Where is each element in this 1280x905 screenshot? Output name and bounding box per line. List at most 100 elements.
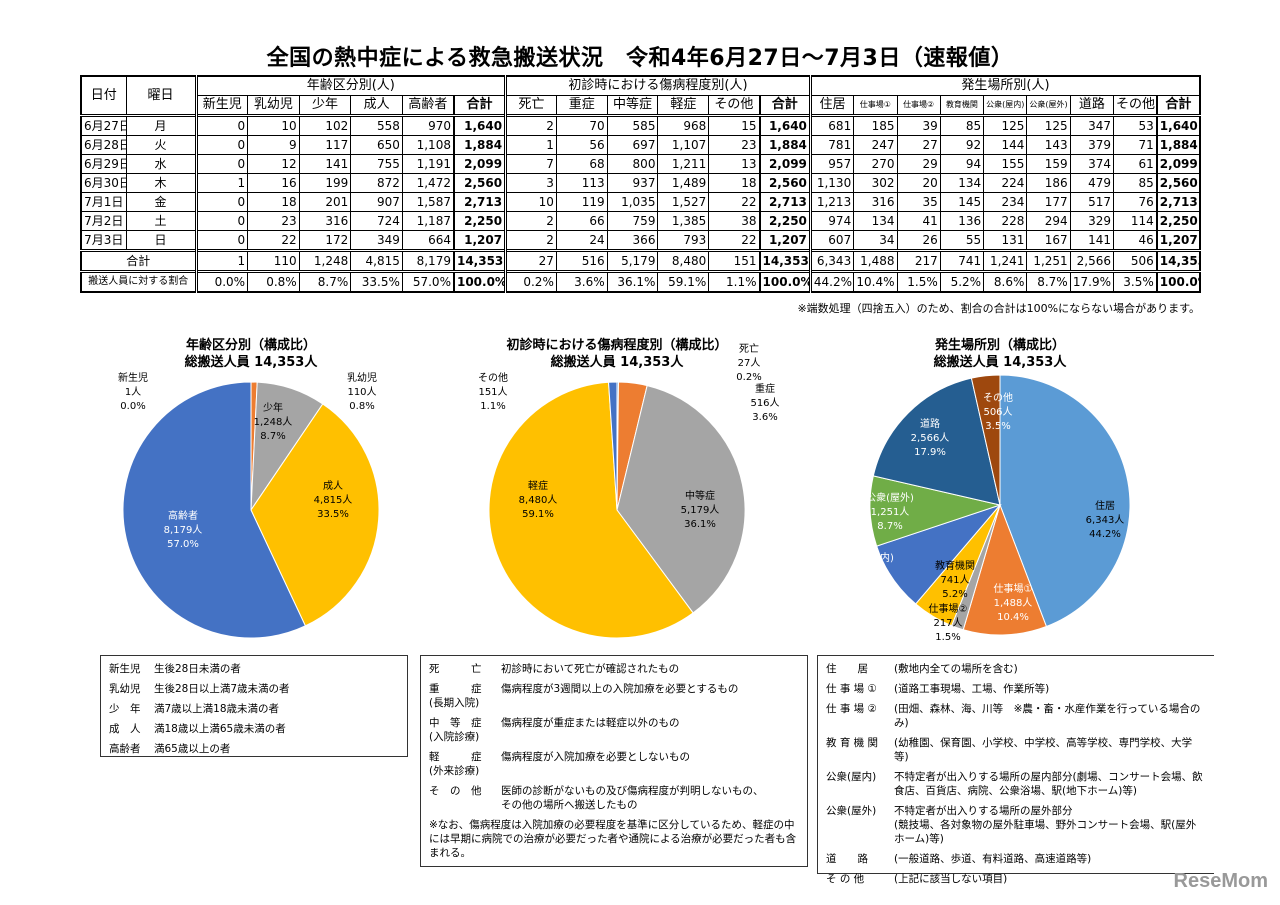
pie-data-label: 道路 2,566人 17.9% [911,418,950,460]
cell-age: 970 [401,114,455,136]
legend-definition: 満7歳以上満18歳未満の者 [154,703,280,715]
cell-place: 316 [853,192,898,212]
pie-slice [962,503,1048,636]
cell-place: 159 [1026,154,1071,174]
legend-term: 公衆(屋内) [826,771,877,783]
chart-title-text: 発生場所別（構成比） [934,338,1065,353]
cell-age: 664 [401,230,455,251]
table-row: 7月1日金 0 18 201 907 1,587 2,713 10 119 1,035 1,527 2… [80,192,1201,212]
slice-count: 2,566人 [910,433,950,444]
slice-count: 217人 [933,618,963,629]
slice-percent: 3.5% [985,421,1011,432]
pie-data-label: その他 151人 1.1% [478,372,508,414]
slice-count: 741人 [940,575,970,586]
slice-percent: 5.2% [942,589,968,600]
cell-age: 349 [350,230,403,251]
cell-severity: 759 [606,211,659,231]
legend-definition: (上記に該当しない項目) [894,873,1008,885]
pie-data-label: 住居 6,343人 44.2% [1086,500,1125,542]
cell-day: 日 [125,230,197,251]
legend-definition: (道路工事現場、工場、作業所等) [894,683,1050,695]
slice-count: 8,480人 [518,495,558,506]
pie-slice [970,374,1001,506]
slice-percent: 1.5% [935,632,961,643]
cell-age: 102 [298,114,352,136]
header-place: その他 [1112,95,1158,116]
pie-data-label: 少年 1,248人 8.7% [254,402,293,444]
cell-age: 201 [298,192,352,212]
chart-title-text: 初診時における傷病程度別（構成比） [506,338,728,353]
cell-place: 1,640 [1155,114,1201,136]
chart-subtitle: 総搬送人員 14,353人 [933,355,1067,370]
slice-name: その他 [983,393,1013,404]
chart-subtitle: 総搬送人員 14,353人 [184,355,318,370]
slice-name: 少年 [262,403,283,414]
legend-definition: 不特定者が出入りする場所の屋外部分 (競技場、各対象物の屋外駐車場、野外コンサー… [894,805,1197,845]
cell-day: 火 [125,135,197,155]
chart-subtitle: 総搬送人員 14,353人 [550,355,684,370]
legend-item: 軽 症 (外来診療) 傷病程度が入院加療を必要としないもの [429,750,799,778]
legend-term: 仕 事 場 ② [826,703,877,715]
header-age: 新生児 [194,95,249,116]
cell-place: 741 [939,249,985,272]
legend-definition: 生後28日未満の者 [154,663,241,675]
slice-percent: 8.7% [877,521,903,532]
legend-term: そ の 他 [429,785,482,797]
cell-age: 4,815 [350,249,403,272]
cell-severity: 2,099 [758,154,811,174]
cell-place: 155 [983,154,1028,174]
footnote: ※端数処理（四捨五入）のため、割合の合計は100%にならない場合があります。 [797,302,1200,315]
cell-place: 2,560 [1155,173,1201,193]
cell-place: 136 [939,211,985,231]
slice-count: 27人 [737,358,761,369]
page-title: 全国の熱中症による救急搬送状況 令和4年6月27日～7月3日（速報値） [266,46,1014,71]
cell-age: 558 [350,114,403,136]
legend-item: 道 路 (一般道路、歩道、有料道路、高速道路等) [826,852,1206,866]
pie-data-label: 高齢者 8,179人 57.0% [164,510,203,552]
legend-definition: 傷病程度が入院加療を必要としないもの [501,751,690,763]
legend-item: 公衆(屋内) 不特定者が出入りする場所の屋内部分(劇場、コンサート会場、飲食店、百… [826,770,1206,798]
slice-percent: 36.1% [684,519,716,530]
slice-percent: 59.1% [522,509,554,520]
cell-place: 39 [896,114,941,136]
slice-name: その他 [478,373,508,384]
cell-place: 228 [983,211,1028,231]
pie-slice [250,403,380,627]
pie-data-label: 教育機関 741人 5.2% [935,560,975,602]
cell-place: 100.0% [1155,270,1201,293]
slice-count: 5,179人 [680,505,720,516]
pie-data-label: 公衆(屋内) 1,241人 8.6% [846,552,894,594]
place-legend-box: 住 居 (敷地内全ての場所を含む) 仕 事 場 ① (道路工事現場、工場、作業所等) 仕… [817,655,1214,885]
cell-severity: 36.1% [606,270,659,293]
pie-slice [999,374,1131,628]
chart-title-text: 年齢区分別（構成比） [185,338,316,353]
cell-place: 270 [853,154,898,174]
legend-item: 仕 事 場 ① (道路工事現場、工場、作業所等) [826,682,1206,696]
cell-age: 1,587 [401,192,455,212]
header-age: 合計 [452,95,507,116]
cell-place: 506 [1112,249,1158,272]
slice-count: 151人 [478,387,508,398]
header-age: 少年 [298,95,352,116]
legend-definition: 傷病程度が重症または軽症以外のもの [501,717,680,729]
cell-severity: 23 [708,135,761,155]
legend-definition: 不特定者が出入りする場所の屋内部分(劇場、コンサート会場、飲食店、百貨店、病院、… [894,771,1203,797]
pie-data-label: 乳幼児 110人 0.8% [347,372,377,414]
legend-item: そ の 他 (上記に該当しない項目) [826,872,1206,886]
cell-place: 85 [1112,173,1158,193]
legend-item: 住 居 (敷地内全ての場所を含む) [826,662,1206,676]
legend-definition: 医師の診断がないもの及び傷病程度が判明しないもの、 その他の場所へ搬送したもの [501,785,764,811]
legend-term: 道 路 [826,853,868,865]
cell-place: 177 [1026,192,1071,212]
legend-item: 新生児 生後28日未満の者 [109,662,399,676]
legend-term: 少 年 [109,703,141,715]
legend-definition: 傷病程度が3週間以上の入院加療を必要とするもの [501,683,739,695]
cell-severity: 14,353 [758,249,811,272]
pie-data-label: その他 506人 3.5% [983,392,1013,434]
cell-place: 217 [896,249,941,272]
legend-item: 少 年 満7歳以上満18歳未満の者 [109,702,399,716]
cell-severity: 1,035 [606,192,659,212]
legend-definition: 生後28日以上満7歳未満の者 [154,683,290,695]
cell-place: 224 [983,173,1028,193]
